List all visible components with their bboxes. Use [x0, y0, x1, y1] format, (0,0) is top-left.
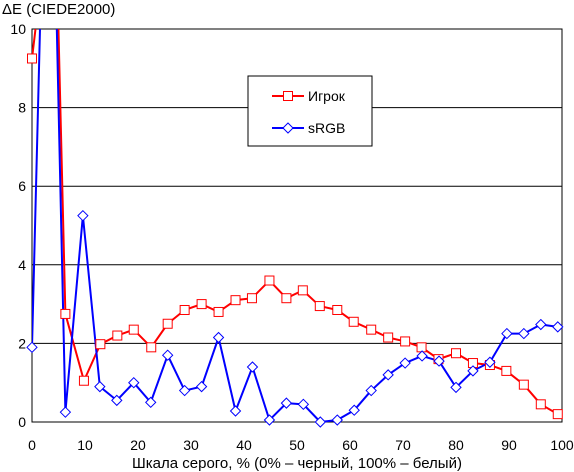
series-0-point-7	[128, 324, 139, 335]
series-0-point-14	[246, 293, 257, 304]
series-1-point-32	[552, 321, 564, 333]
series-1-point-12	[212, 331, 225, 344]
series-1-point-6	[111, 394, 123, 407]
series-0-point-31	[535, 399, 546, 410]
series-0-point-5	[95, 339, 106, 350]
series-1-point-14	[246, 361, 259, 373]
series-0-point-26	[451, 348, 461, 359]
x-tick-label-7: 70	[395, 437, 411, 453]
series-1-point-17	[297, 398, 310, 411]
y-tick-label-1: 2	[18, 335, 26, 351]
y-tick-label-0: 0	[18, 414, 26, 430]
series-0-point-32	[552, 409, 563, 420]
series-0-point-9	[162, 318, 173, 329]
series-layer	[32, 29, 559, 423]
y-tick-labels: 0 2 4 6 8 10	[10, 21, 26, 430]
series-0-point-10	[179, 304, 190, 315]
series-line-1	[32, 29, 558, 423]
series-0-point-6	[112, 330, 123, 341]
x-tick-label-1: 10	[77, 437, 93, 453]
series-0-point-18	[314, 301, 325, 312]
legend-label-series-1: sRGB	[308, 120, 345, 136]
series-0-point-22	[383, 332, 394, 343]
series-line-0	[32, 29, 559, 416]
x-tick-label-8: 80	[448, 437, 464, 453]
series-0-point-17	[297, 285, 308, 296]
series-1-point-30	[518, 327, 530, 340]
x-tick-label-4: 40	[236, 437, 252, 453]
series-1-point-13	[229, 405, 242, 417]
plot-frame	[31, 28, 563, 423]
series-1-point-29	[501, 327, 513, 340]
x-tick-label-9: 90	[501, 437, 517, 453]
series-0-point-13	[230, 295, 241, 306]
x-tick-labels: 0 10 20 30 40 50 60 70 80 90 100	[28, 437, 574, 453]
x-tick-label-5: 50	[289, 437, 305, 453]
series-1-point-8	[145, 396, 157, 409]
series-1-point-4	[77, 209, 89, 222]
series-1-point-5	[94, 380, 106, 393]
series-1-point-18	[314, 416, 327, 428]
series-0-point-19	[332, 304, 343, 315]
legend-marker-series-0	[283, 91, 293, 101]
series-0-point-11	[196, 299, 207, 310]
series-1-point-10	[178, 384, 191, 397]
legend: Игрок sRGB	[247, 75, 373, 147]
y-tick-label-5: 10	[10, 21, 26, 37]
series-0-point-0	[27, 53, 37, 64]
series-1-point-31	[535, 318, 547, 331]
series-0-point-15	[264, 275, 275, 286]
series-0-point-23	[400, 336, 411, 347]
x-tick-label-0: 0	[28, 437, 36, 453]
series-0-point-8	[146, 342, 157, 353]
x-tick-label-10: 100	[550, 437, 574, 453]
y-axis-title: ΔE (CIEDE2000)	[2, 1, 115, 18]
series-0-point-29	[501, 365, 512, 376]
legend-label-series-0: Игрок	[308, 88, 346, 104]
series-1-point-21	[365, 384, 377, 397]
series-0-point-16	[281, 293, 292, 304]
series-1-point-27	[467, 365, 479, 377]
series-0-point-4	[78, 375, 89, 386]
series-1-point-19	[331, 414, 343, 426]
series-1-point-22	[382, 369, 394, 381]
series-0-point-3	[60, 308, 71, 319]
series-1-point-26	[450, 381, 462, 394]
series-1-point-24	[416, 350, 428, 362]
y-tick-label-4: 8	[18, 100, 26, 116]
series-1-point-3	[59, 406, 72, 418]
series-1-point-15	[263, 414, 276, 426]
y-tick-label-2: 4	[18, 257, 26, 273]
series-1-point-23	[399, 357, 411, 369]
series-0-point-24	[416, 342, 427, 353]
series-1-point-16	[280, 397, 293, 409]
legend-marker-series-1	[282, 122, 294, 134]
x-tick-label-6: 60	[342, 437, 358, 453]
series-0-point-12	[213, 306, 224, 317]
x-tick-label-2: 20	[130, 437, 146, 453]
legend-marker-shape-1	[282, 122, 294, 134]
series-0-point-30	[518, 379, 529, 390]
series-1-point-0	[26, 341, 38, 354]
series-0-point-20	[348, 316, 359, 327]
series-1-point-28	[484, 356, 496, 368]
series-1-point-25	[433, 355, 445, 367]
series-1-point-11	[195, 380, 208, 393]
y-tick-label-3: 6	[18, 178, 26, 194]
series-1-point-20	[348, 404, 360, 416]
series-1-point-9	[161, 349, 174, 361]
series-0-point-21	[366, 324, 377, 335]
legend-marker-shape-0	[283, 91, 293, 101]
x-tick-label-3: 30	[183, 437, 199, 453]
x-axis-title: Шкала серого, % (0% – черный, 100% – бел…	[132, 455, 462, 472]
markers-layer	[26, 53, 564, 428]
series-1-point-7	[128, 376, 140, 389]
legend-box	[247, 75, 373, 147]
